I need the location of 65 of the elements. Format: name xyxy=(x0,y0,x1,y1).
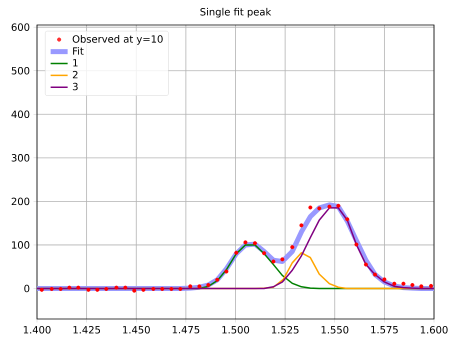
x-tick-label: 1.600 xyxy=(420,326,448,334)
point xyxy=(206,283,210,288)
point xyxy=(429,284,434,288)
chart-title: Single fit peak xyxy=(200,8,272,18)
point xyxy=(86,288,90,292)
point xyxy=(373,272,378,277)
y-tick-label: 400 xyxy=(11,110,30,118)
point xyxy=(50,286,54,291)
legend-label: 1 xyxy=(73,59,78,66)
point xyxy=(67,286,72,290)
legend-label: Observed at y=10 xyxy=(72,35,163,45)
y-tick-label: 300 xyxy=(12,154,30,162)
point xyxy=(58,286,63,291)
x-tick-label: 1.400 xyxy=(24,326,51,334)
point xyxy=(169,286,174,291)
y-tick-label: 0 xyxy=(24,284,30,292)
legend-label: 2 xyxy=(72,70,78,78)
point xyxy=(224,270,228,274)
point xyxy=(392,282,396,286)
x-tick-label: 1.425 xyxy=(73,326,100,334)
point xyxy=(160,286,164,291)
y-tick-label: 500 xyxy=(12,66,30,74)
point xyxy=(40,288,44,292)
legend-label: 3 xyxy=(72,82,78,90)
x-tick-label: 1.475 xyxy=(172,326,200,334)
point xyxy=(317,206,322,210)
point xyxy=(114,286,118,290)
point xyxy=(104,286,108,291)
point xyxy=(290,245,294,250)
point xyxy=(401,282,406,286)
point xyxy=(299,223,304,228)
point xyxy=(271,260,276,264)
point xyxy=(345,217,350,222)
x-tick-label: 1.575 xyxy=(371,326,398,334)
x-tick-label: 1.550 xyxy=(322,326,348,334)
point xyxy=(336,204,340,208)
point xyxy=(178,286,182,291)
y-tick-label: 200 xyxy=(12,198,30,206)
point xyxy=(364,262,368,267)
point xyxy=(410,283,414,288)
point xyxy=(123,286,128,290)
point xyxy=(262,251,266,256)
point xyxy=(197,284,202,288)
point xyxy=(95,288,100,292)
point xyxy=(151,286,156,291)
y-tick-label: 100 xyxy=(12,241,30,249)
point xyxy=(382,277,386,282)
point xyxy=(132,288,136,293)
x-tick-label: 1.525 xyxy=(272,326,299,334)
point xyxy=(234,250,238,255)
point xyxy=(280,257,284,262)
point xyxy=(327,204,332,209)
x-tick-label: 1.500 xyxy=(222,326,250,334)
point xyxy=(419,284,424,288)
legend-label: Fit xyxy=(73,47,84,55)
point xyxy=(243,240,248,244)
y-tick-label: 600 xyxy=(12,23,30,31)
point xyxy=(188,284,192,288)
point xyxy=(252,241,257,246)
point xyxy=(141,288,146,292)
point xyxy=(76,286,80,290)
x-tick-label: 1.450 xyxy=(123,326,150,334)
point xyxy=(308,205,312,210)
point xyxy=(354,242,358,247)
point xyxy=(215,278,220,282)
